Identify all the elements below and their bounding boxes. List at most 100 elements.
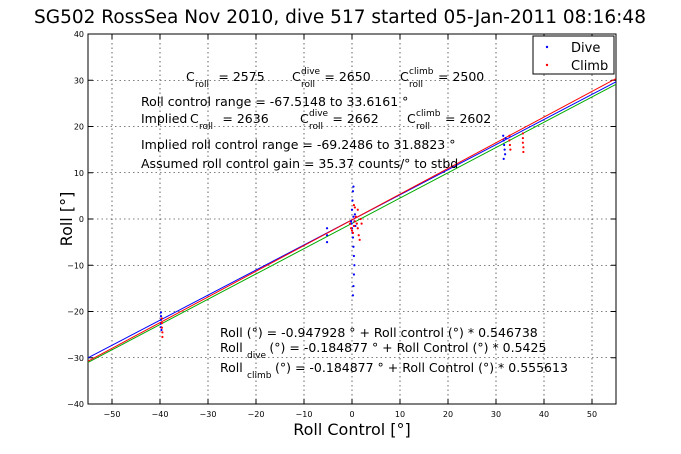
climb-point: [161, 331, 164, 334]
gain-line: Assumed roll control gain = 35.37 counts…: [141, 156, 458, 171]
fit-line: [87, 78, 617, 362]
dive-point: [351, 294, 355, 297]
dive-point: [160, 328, 163, 332]
equation-climb-base: Roll: [220, 360, 243, 375]
y-tick-label: 10: [74, 169, 84, 178]
c-roll-dive-base: C: [292, 69, 301, 84]
x-tick-label: −20: [248, 410, 265, 419]
y-tick-label: −20: [67, 308, 84, 317]
dive-point: [350, 208, 354, 211]
c-roll-climb-sub: roll: [409, 80, 423, 90]
equation-climb-rest: (°) = -0.184877 ° + Roll Control (°) * 0…: [275, 360, 568, 375]
climb-point: [161, 335, 164, 339]
dive-point: [159, 315, 163, 318]
equation-dive-sub: dive: [247, 351, 267, 361]
dive-point: [353, 264, 356, 267]
climb-point: [359, 217, 362, 221]
x-tick-label: 20: [443, 410, 453, 419]
y-tick-label: 20: [74, 123, 84, 132]
y-tick-label: 40: [74, 30, 84, 39]
climb-point: [160, 326, 164, 329]
x-tick-label: 0: [349, 410, 354, 419]
implied-c-dive-sup: dive: [309, 109, 329, 119]
y-tick-label: 0: [79, 215, 84, 224]
climb-point: [521, 132, 524, 135]
climb-point: [352, 224, 356, 228]
dive-point: [503, 148, 506, 151]
dive-point: [502, 134, 505, 137]
x-tick-label: 40: [539, 410, 549, 419]
x-tick-label: −10: [296, 410, 313, 419]
y-tick-label: 30: [74, 76, 84, 85]
climb-point: [522, 150, 525, 154]
c-roll-sub: roll: [195, 80, 209, 90]
c-roll-climb-base: C: [400, 69, 409, 84]
climb-point: [508, 143, 512, 147]
implied-c-climb-value: = 2602: [445, 111, 491, 126]
c-roll-climb-value: = 2500: [438, 69, 484, 84]
legend: Dive Climb: [532, 35, 615, 75]
c-roll-value: = 2575: [218, 69, 264, 84]
dive-point: [352, 273, 356, 276]
equation-dive-base: Roll: [220, 340, 243, 355]
x-tick-label: 50: [587, 410, 597, 419]
climb-point: [351, 231, 355, 234]
implied-c-roll-sub: roll: [199, 122, 213, 132]
legend-dive-marker: [545, 45, 549, 49]
implied-range-line: Implied roll control range = -69.2486 to…: [141, 137, 455, 152]
dive-point: [351, 199, 354, 202]
equation-dive-rest: (°) = -0.184877 ° + Roll Control (°) * 0…: [269, 340, 546, 355]
dive-point: [351, 190, 355, 193]
equation-overall: Roll (°) = -0.947928 ° + Roll control (°…: [220, 325, 538, 340]
climb-point: [160, 321, 164, 325]
chart-title: SG502 RossSea Nov 2010, dive 517 started…: [34, 7, 646, 28]
climb-point: [353, 206, 356, 209]
dive-point: [504, 153, 507, 156]
dive-point: [352, 284, 355, 288]
climb-point: [356, 208, 359, 211]
implied-c-roll-value: = 2636: [222, 111, 268, 126]
x-tick-label: −30: [200, 410, 217, 419]
implied-prefix: Implied: [141, 111, 187, 126]
legend-climb-marker: [545, 63, 549, 67]
dive-point: [349, 220, 353, 223]
implied-c-roll-base: C: [190, 111, 199, 126]
climb-point: [522, 146, 525, 149]
c-roll-base: C: [186, 69, 195, 84]
x-axis-label: Roll Control [°]: [293, 420, 411, 439]
climb-point: [348, 222, 352, 225]
climb-point: [357, 234, 360, 237]
c-roll-dive-value: = 2650: [324, 69, 370, 84]
implied-c-climb-base: C: [407, 111, 416, 126]
y-tick-label: −30: [67, 354, 84, 363]
dive-point: [325, 227, 329, 230]
grid: [88, 34, 616, 404]
dive-point: [352, 254, 356, 258]
dive-point: [351, 236, 355, 239]
equation-climb: Roll climb (°) = -0.184877 ° + Roll Contr…: [220, 360, 568, 381]
climb-point: [356, 227, 359, 230]
data-points: [159, 132, 525, 339]
dive-point: [502, 157, 505, 160]
dive-point: [502, 139, 505, 142]
legend-box: [532, 35, 615, 75]
climb-point: [350, 229, 354, 232]
legend-dive-label: Dive: [571, 41, 600, 56]
climb-point: [521, 141, 524, 144]
dive-point: [352, 215, 355, 218]
climb-point: [355, 222, 358, 225]
y-tick-label: −40: [67, 400, 84, 409]
climb-point: [349, 227, 353, 230]
range-line: Roll control range = -67.5148 to 33.6161…: [141, 94, 408, 109]
dive-point: [159, 311, 163, 314]
dive-point: [325, 234, 329, 237]
equation-dive: Roll dive (°) = -0.184877 ° + Roll Contro…: [220, 340, 546, 361]
climb-point: [521, 136, 524, 140]
implied-c-dive-sub: roll: [309, 122, 323, 132]
